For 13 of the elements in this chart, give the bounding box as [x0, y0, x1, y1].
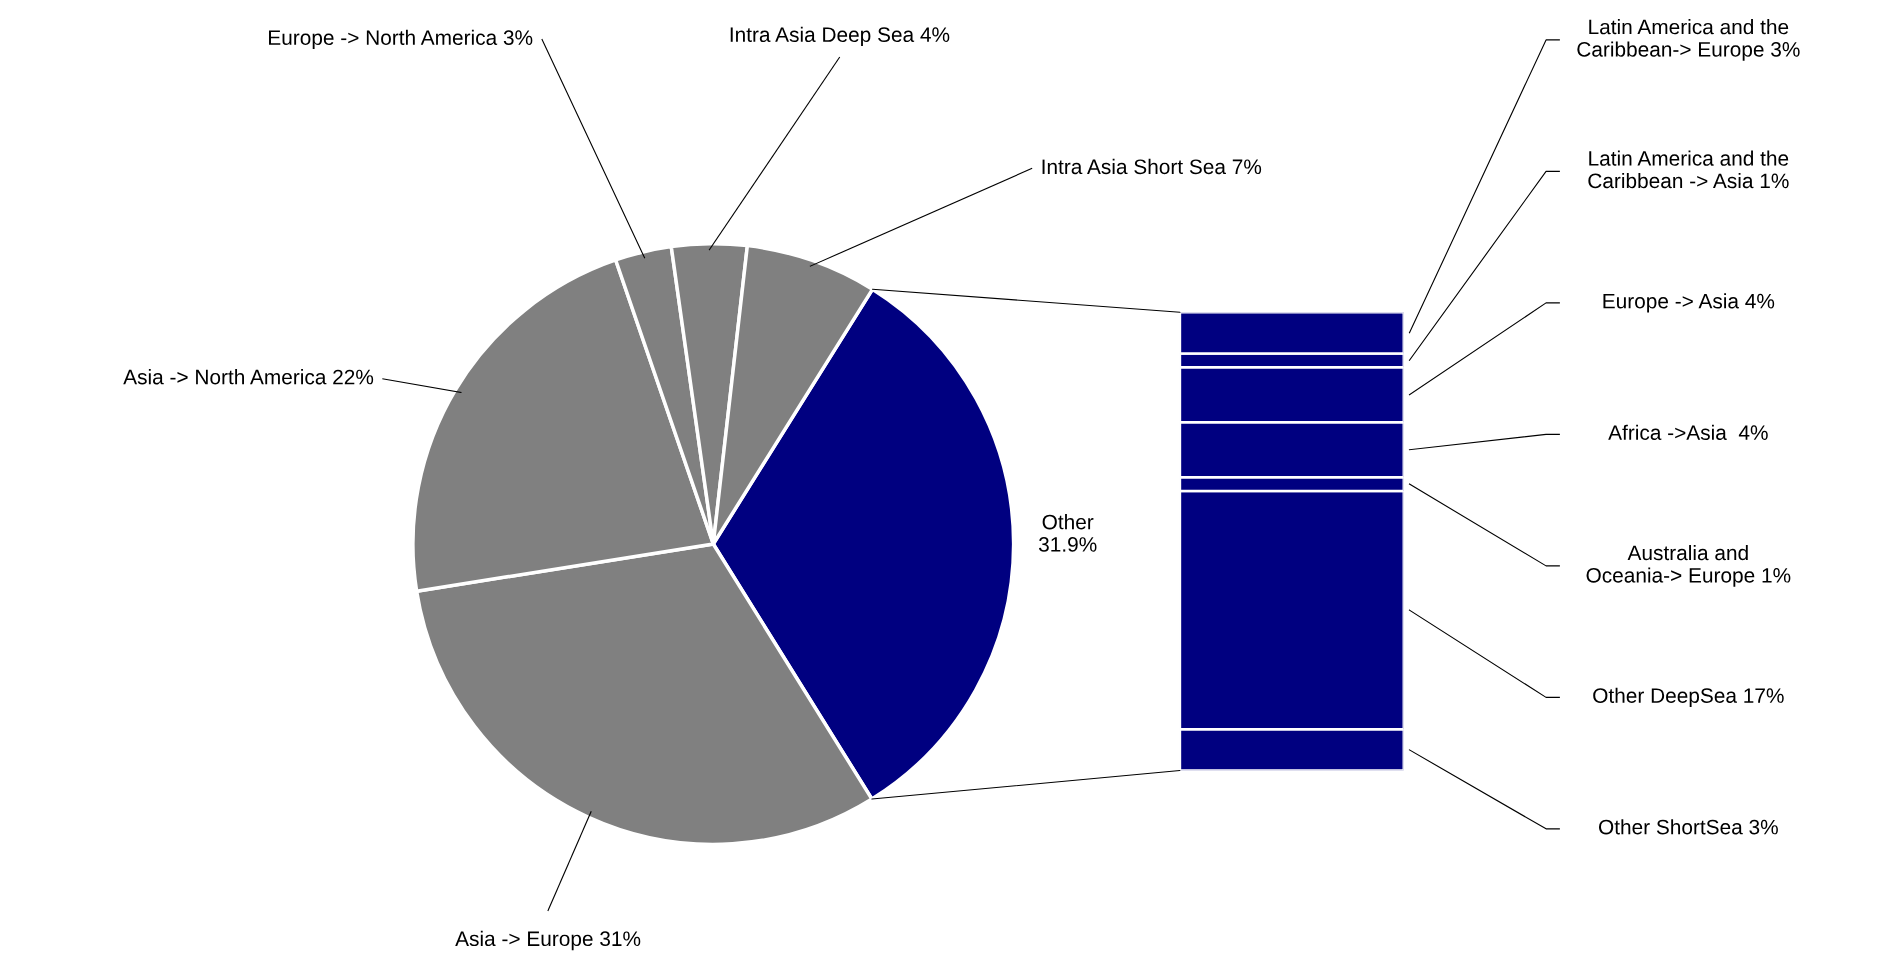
text: Africa ->Asia 4% [1608, 424, 1768, 440]
text: Europe -> Asia 4% [1603, 293, 1775, 313]
slice-label: Asia -> North America 22% [123, 369, 374, 385]
text: Australia and Oceania-> Europe 1% [1586, 544, 1791, 587]
text: Other DeepSea 17% [1593, 687, 1784, 708]
slice-label: Europe -> North America 3% [269, 29, 533, 50]
text: Latin America and the Caribbean-> Europe 3% [1577, 19, 1800, 61]
slice-label: Asia -> Europe 31% [455, 930, 641, 951]
slice-label: Intra Asia Short Sea 7% [1042, 158, 1262, 175]
slice-label: Other 31.9% [1038, 514, 1097, 552]
text: Other ShortSea 3% [1598, 819, 1778, 835]
slice-label: Intra Asia Deep Sea 4% [730, 26, 950, 47]
text: Latin America and the Caribbean -> Asia 1% [1588, 150, 1789, 189]
